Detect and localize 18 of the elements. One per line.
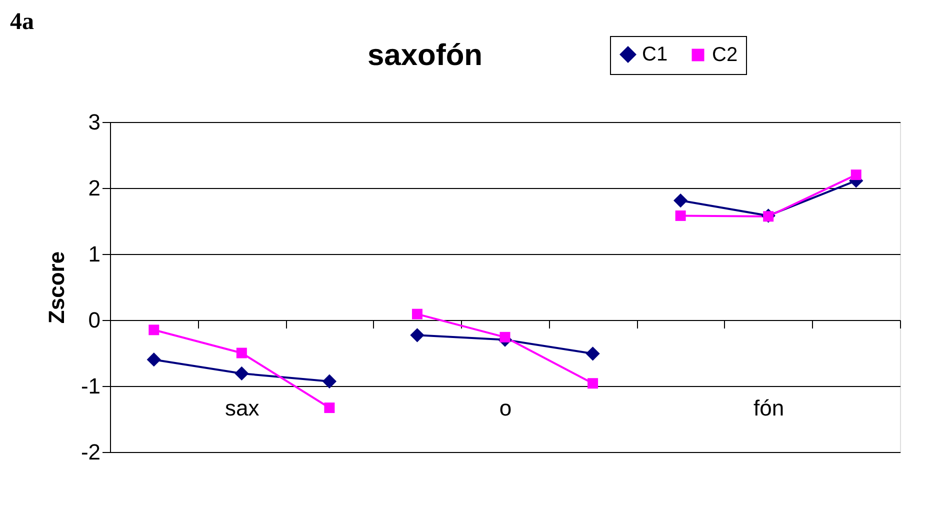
point bbox=[324, 402, 335, 414]
point bbox=[148, 324, 160, 336]
x-tick-label: sax bbox=[225, 396, 260, 420]
chart-title: saxofón bbox=[367, 39, 483, 72]
y-axis-title: Zscore bbox=[44, 251, 69, 324]
x-tick-label: o bbox=[499, 396, 512, 420]
legend-label: C1 bbox=[642, 43, 668, 66]
point bbox=[850, 170, 862, 180]
x-tick-label: fón bbox=[754, 396, 784, 420]
legend-label: C2 bbox=[712, 44, 738, 66]
y-tick-label: 0 bbox=[88, 308, 100, 332]
point bbox=[236, 348, 247, 358]
y-tick-label: 3 bbox=[88, 110, 100, 134]
y-tick-label: 1 bbox=[88, 242, 100, 266]
y-tick-label: 2 bbox=[88, 176, 100, 200]
y-tick-label: -1 bbox=[80, 374, 100, 398]
text: 4a bbox=[10, 9, 34, 35]
y-tick-label: -2 bbox=[80, 440, 100, 464]
